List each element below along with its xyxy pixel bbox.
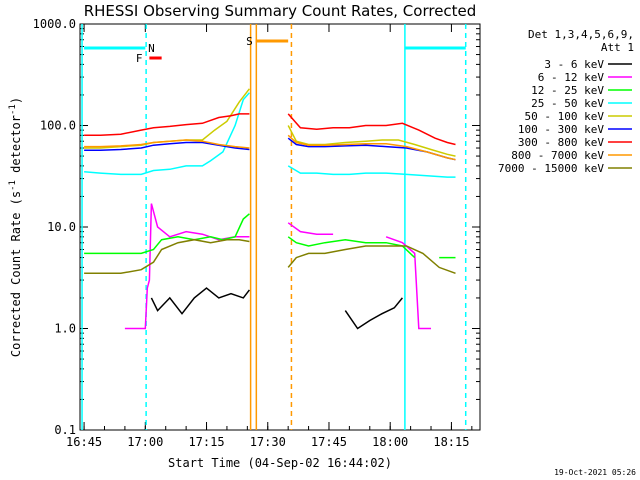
chart-title: RHESSI Observing Summary Count Rates, Co… — [84, 2, 477, 20]
series-line — [287, 113, 456, 146]
y-axis-label-sup2: -1 — [8, 104, 18, 115]
series-line — [344, 297, 403, 330]
x-tick-label: 18:00 — [372, 435, 408, 449]
annotation-label: S — [246, 35, 253, 48]
x-axis-label: Start Time (04-Sep-02 16:44:02) — [168, 456, 392, 470]
series-line — [287, 245, 456, 275]
series-line — [84, 238, 250, 275]
state-annotations: NF S — [84, 35, 466, 65]
series-line — [84, 139, 250, 149]
minor-ticks — [80, 28, 480, 430]
attenuator-vertical-lines — [81, 24, 467, 430]
x-tick-label: 17:45 — [311, 435, 347, 449]
x-tick-label: 17:00 — [127, 435, 163, 449]
y-axis-label-main: Corrected Count Rate (s — [9, 191, 23, 357]
series-line — [84, 92, 250, 176]
x-tick-label: 16:45 — [66, 435, 102, 449]
x-tick-label: 17:15 — [188, 435, 224, 449]
legend-entry-label: 800 - 7000 keV — [511, 149, 604, 162]
legend-entry-label: 100 - 300 keV — [518, 123, 604, 136]
series-line — [124, 203, 250, 330]
y-tick-label: 1000.0 — [33, 17, 76, 31]
series-line — [84, 88, 250, 149]
y-axis-label-end: ) — [9, 97, 23, 104]
series-line — [287, 134, 456, 161]
annotation-label: N — [148, 42, 155, 55]
legend-header-line2: Att 1 — [601, 41, 634, 54]
x-axis-ticks: 16:45 17:00 17:15 17:30 17:45 18:00 18:15 — [66, 24, 469, 449]
legend-header-line1: Det 1,3,4,5,6,9, — [528, 28, 634, 41]
y-axis-ticks: 1000.0 100.0 10.0 1.0 0.1 — [33, 17, 480, 437]
series-line — [385, 236, 431, 330]
y-axis-label-sup: -1 — [8, 180, 18, 191]
date-stamp: 19-Oct-2021 05:26 — [554, 468, 636, 477]
series-line — [84, 213, 250, 255]
y-tick-label: 100.0 — [40, 119, 76, 133]
y-tick-label: 10.0 — [47, 220, 76, 234]
x-tick-label: 17:30 — [250, 435, 286, 449]
series-line — [150, 287, 250, 315]
legend-entry-label: 6 - 12 keV — [538, 71, 605, 84]
series-line — [287, 125, 456, 157]
legend-entry-label: 3 - 6 keV — [544, 58, 604, 71]
legend-entry-label: 50 - 100 keV — [525, 110, 605, 123]
legend-entry-label: 25 - 50 keV — [531, 97, 604, 110]
legend-entry-label: 7000 - 15000 keV — [498, 162, 604, 175]
series-line — [84, 113, 250, 137]
y-axis-label: Corrected Count Rate (s-1 detector-1) — [8, 97, 23, 357]
y-tick-label: 0.1 — [54, 423, 76, 437]
series-line — [287, 165, 456, 178]
series-line — [84, 141, 250, 152]
series-line — [287, 222, 334, 235]
legend-entry-label: 300 - 800 keV — [518, 136, 604, 149]
plot-frame — [79, 23, 481, 431]
annotation-label: F — [136, 52, 143, 65]
y-tick-label: 1.0 — [54, 322, 76, 336]
legend-entry-label: 12 - 25 keV — [531, 84, 604, 97]
series-line — [287, 236, 416, 259]
y-axis-label-mid: detector — [9, 115, 23, 180]
x-tick-label: 18:15 — [433, 435, 469, 449]
series-lines — [84, 88, 456, 330]
